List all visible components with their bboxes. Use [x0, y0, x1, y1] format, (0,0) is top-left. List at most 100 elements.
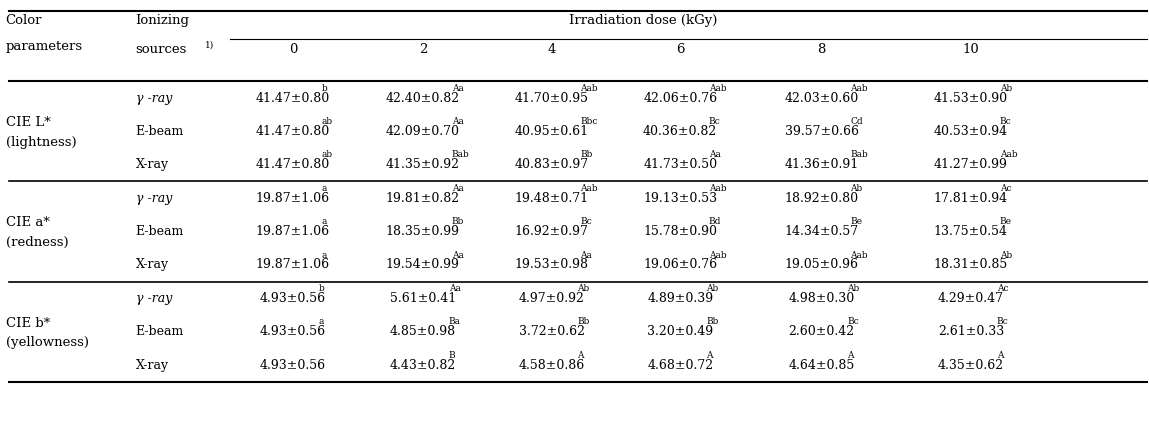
Text: 16.92±0.97: 16.92±0.97	[515, 225, 588, 238]
Text: 4.29±0.47: 4.29±0.47	[938, 292, 1004, 305]
Text: 15.78±0.90: 15.78±0.90	[643, 225, 717, 238]
Text: Bb: Bb	[578, 317, 589, 327]
Text: Ba: Ba	[449, 317, 461, 327]
Text: γ -ray: γ -ray	[136, 292, 172, 305]
Text: 41.27±0.99: 41.27±0.99	[934, 158, 1008, 171]
Text: 42.40±0.82: 42.40±0.82	[386, 92, 460, 104]
Text: Aab: Aab	[850, 83, 867, 93]
Text: 41.35±0.92: 41.35±0.92	[386, 158, 460, 171]
Text: Aa: Aa	[452, 250, 463, 260]
Text: a: a	[322, 250, 327, 260]
Text: Bc: Bc	[1000, 117, 1011, 126]
Text: 19.13±0.53: 19.13±0.53	[643, 192, 717, 205]
Text: Ab: Ab	[1000, 83, 1012, 93]
Text: Ab: Ab	[707, 284, 718, 293]
Text: Aa: Aa	[452, 117, 463, 126]
Text: CIE L*: CIE L*	[6, 116, 51, 129]
Text: 0: 0	[288, 43, 298, 56]
Text: 2: 2	[418, 43, 427, 56]
Text: 41.73±0.50: 41.73±0.50	[643, 158, 717, 171]
Text: Irradiation dose (kGy): Irradiation dose (kGy)	[569, 14, 718, 27]
Text: 18.35±0.99: 18.35±0.99	[386, 225, 460, 238]
Text: 19.54±0.99: 19.54±0.99	[386, 259, 460, 271]
Text: Aab: Aab	[850, 250, 867, 260]
Text: 4.93±0.56: 4.93±0.56	[260, 359, 326, 372]
Text: Bd: Bd	[709, 217, 722, 226]
Text: 19.87±1.06: 19.87±1.06	[256, 259, 330, 271]
Text: X-ray: X-ray	[136, 259, 169, 271]
Text: CIE a*: CIE a*	[6, 217, 49, 229]
Text: 40.95±0.61: 40.95±0.61	[515, 125, 588, 138]
Text: 3.20±0.49: 3.20±0.49	[647, 325, 714, 338]
Text: Ac: Ac	[997, 284, 1009, 293]
Text: 19.53±0.98: 19.53±0.98	[515, 259, 588, 271]
Text: 19.05±0.96: 19.05±0.96	[785, 259, 858, 271]
Text: Bc: Bc	[580, 217, 592, 226]
Text: Aab: Aab	[580, 184, 597, 193]
Text: ab: ab	[322, 150, 333, 160]
Text: E-beam: E-beam	[136, 225, 184, 238]
Text: Aab: Aab	[580, 83, 597, 93]
Text: Ab: Ab	[848, 284, 859, 293]
Text: Ab: Ab	[1000, 250, 1012, 260]
Text: 4.93±0.56: 4.93±0.56	[260, 325, 326, 338]
Text: 40.83±0.97: 40.83±0.97	[515, 158, 588, 171]
Text: Bc: Bc	[848, 317, 859, 327]
Text: 4.68±0.72: 4.68±0.72	[647, 359, 714, 372]
Text: Be: Be	[1000, 217, 1011, 226]
Text: Bb: Bb	[452, 217, 464, 226]
Text: γ -ray: γ -ray	[136, 92, 172, 104]
Text: E-beam: E-beam	[136, 125, 184, 138]
Text: 18.92±0.80: 18.92±0.80	[785, 192, 858, 205]
Text: parameters: parameters	[6, 40, 83, 53]
Text: 17.81±0.94: 17.81±0.94	[934, 192, 1008, 205]
Text: Aa: Aa	[452, 184, 463, 193]
Text: 41.36±0.91: 41.36±0.91	[785, 158, 858, 171]
Text: Aab: Aab	[709, 83, 726, 93]
Text: Bc: Bc	[709, 117, 720, 126]
Text: 39.57±0.66: 39.57±0.66	[785, 125, 858, 138]
Text: Bbc: Bbc	[580, 117, 597, 126]
Text: a: a	[319, 317, 324, 327]
Text: Bb: Bb	[580, 150, 593, 160]
Text: 4.85±0.98: 4.85±0.98	[390, 325, 456, 338]
Text: CIE b*: CIE b*	[6, 317, 51, 330]
Text: Bab: Bab	[850, 150, 867, 160]
Text: 10: 10	[963, 43, 979, 56]
Text: a: a	[322, 217, 327, 226]
Text: sources: sources	[136, 43, 187, 56]
Text: Aa: Aa	[580, 250, 592, 260]
Text: 4: 4	[547, 43, 556, 56]
Text: ab: ab	[322, 117, 333, 126]
Text: Color: Color	[6, 14, 43, 27]
Text: 8: 8	[817, 43, 826, 56]
Text: b: b	[319, 284, 325, 293]
Text: Aa: Aa	[709, 150, 720, 160]
Text: 19.48±0.71: 19.48±0.71	[515, 192, 588, 205]
Text: 4.93±0.56: 4.93±0.56	[260, 292, 326, 305]
Text: 41.47±0.80: 41.47±0.80	[256, 158, 330, 171]
Text: 4.64±0.85: 4.64±0.85	[788, 359, 855, 372]
Text: 6: 6	[676, 43, 685, 56]
Text: Ac: Ac	[1000, 184, 1011, 193]
Text: 42.09±0.70: 42.09±0.70	[386, 125, 460, 138]
Text: 4.58±0.86: 4.58±0.86	[518, 359, 585, 372]
Text: Ab: Ab	[850, 184, 863, 193]
Text: 19.87±1.06: 19.87±1.06	[256, 225, 330, 238]
Text: 41.47±0.80: 41.47±0.80	[256, 125, 330, 138]
Text: A: A	[707, 351, 712, 360]
Text: 2.60±0.42: 2.60±0.42	[788, 325, 855, 338]
Text: 14.34±0.57: 14.34±0.57	[785, 225, 858, 238]
Text: γ -ray: γ -ray	[136, 192, 172, 205]
Text: Ionizing: Ionizing	[136, 14, 190, 27]
Text: Aa: Aa	[452, 83, 463, 93]
Text: A: A	[848, 351, 854, 360]
Text: 19.81±0.82: 19.81±0.82	[386, 192, 460, 205]
Text: Bb: Bb	[707, 317, 718, 327]
Text: 41.53±0.90: 41.53±0.90	[934, 92, 1008, 104]
Text: 18.31±0.85: 18.31±0.85	[934, 259, 1008, 271]
Text: Aab: Aab	[1000, 150, 1017, 160]
Text: 19.06±0.76: 19.06±0.76	[643, 259, 717, 271]
Text: Cd: Cd	[850, 117, 863, 126]
Text: B: B	[449, 351, 455, 360]
